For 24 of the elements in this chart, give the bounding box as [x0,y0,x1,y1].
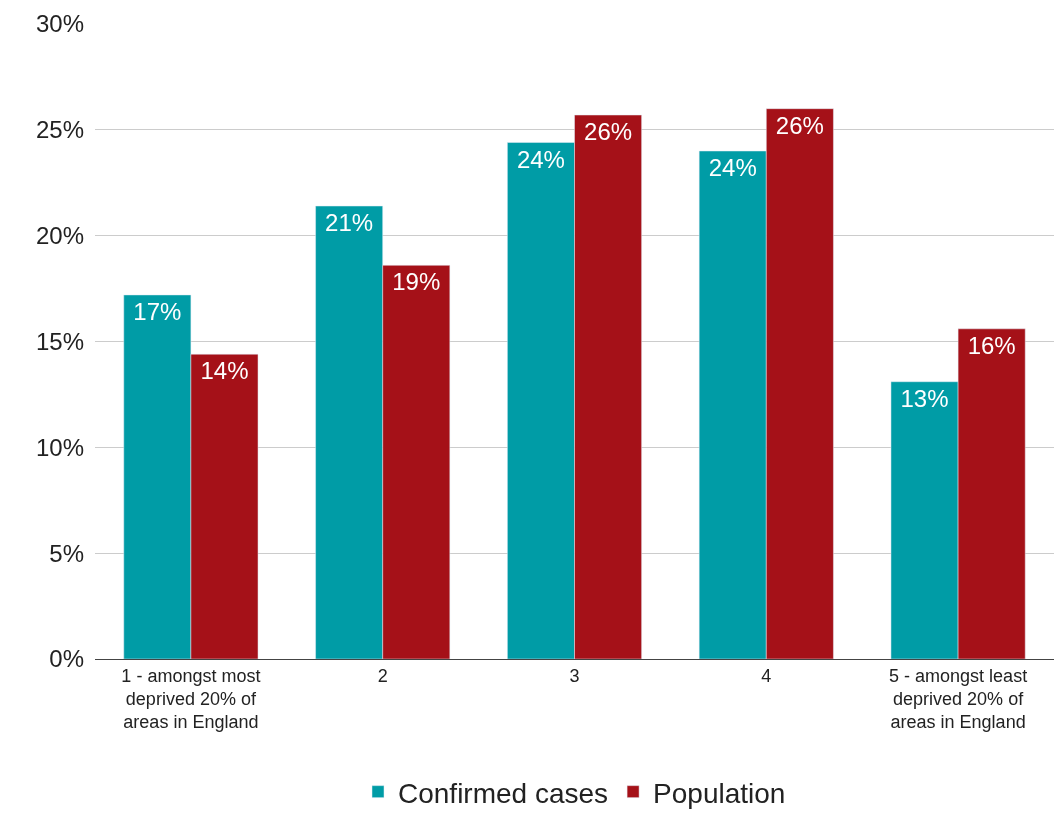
y-tick-label: 25% [35,116,84,144]
legend-label: Population [653,777,786,809]
data-label: 26% [775,111,824,139]
data-label: 16% [967,331,1016,359]
y-tick-label: 10% [35,433,84,461]
data-label: 17% [133,297,182,325]
x-tick-label: 4 [761,665,772,686]
x-tick-label: 5 - amongst least deprived 20% of areas in England [889,665,1028,733]
y-tick-label: 0% [49,645,84,673]
y-tick-label: 15% [35,327,84,355]
data-label: 14% [200,357,249,385]
legend-label: Confirmed cases [398,777,609,809]
data-label: 19% [392,268,441,296]
data-label: 13% [900,384,949,412]
y-tick-label: 30% [35,10,84,38]
y-tick-label: 20% [35,222,84,250]
x-tick-label: 3 [569,665,580,686]
data-label: 24% [708,154,757,181]
data-label: 26% [584,118,633,146]
x-tick-label: 1 - amongst most deprived 20% of areas in England [121,665,261,733]
data-label: 21% [325,209,374,237]
x-tick-label: 2 [377,665,388,686]
y-tick-label: 5% [49,539,84,567]
data-label: 24% [516,145,565,173]
